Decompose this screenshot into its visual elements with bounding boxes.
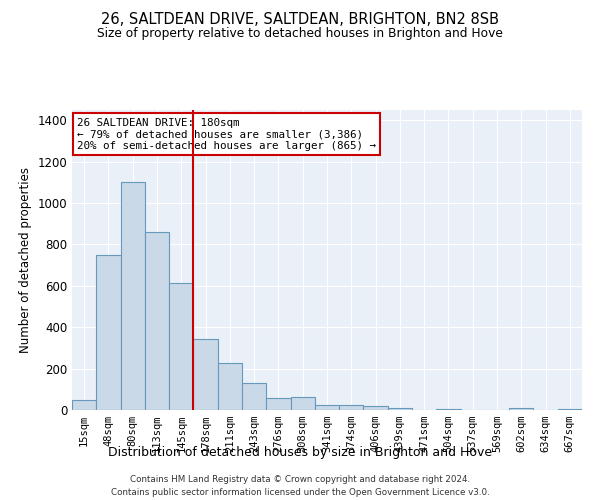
Bar bbox=[96, 255, 121, 410]
Bar bbox=[218, 364, 242, 410]
Text: Contains HM Land Registry data © Crown copyright and database right 2024.: Contains HM Land Registry data © Crown c… bbox=[130, 476, 470, 484]
Bar bbox=[290, 396, 315, 410]
Bar bbox=[266, 398, 290, 410]
Bar bbox=[364, 406, 388, 410]
Bar bbox=[339, 405, 364, 410]
Bar bbox=[242, 383, 266, 410]
Bar bbox=[558, 409, 582, 410]
Text: 26, SALTDEAN DRIVE, SALTDEAN, BRIGHTON, BN2 8SB: 26, SALTDEAN DRIVE, SALTDEAN, BRIGHTON, … bbox=[101, 12, 499, 28]
Bar bbox=[169, 283, 193, 410]
Bar bbox=[388, 408, 412, 410]
Text: Size of property relative to detached houses in Brighton and Hove: Size of property relative to detached ho… bbox=[97, 28, 503, 40]
Text: Contains public sector information licensed under the Open Government Licence v3: Contains public sector information licen… bbox=[110, 488, 490, 497]
Bar bbox=[436, 409, 461, 410]
Bar bbox=[315, 405, 339, 410]
Bar bbox=[145, 232, 169, 410]
Text: Distribution of detached houses by size in Brighton and Hove: Distribution of detached houses by size … bbox=[108, 446, 492, 459]
Bar bbox=[72, 400, 96, 410]
Text: 26 SALTDEAN DRIVE: 180sqm
← 79% of detached houses are smaller (3,386)
20% of se: 26 SALTDEAN DRIVE: 180sqm ← 79% of detac… bbox=[77, 118, 376, 150]
Y-axis label: Number of detached properties: Number of detached properties bbox=[19, 167, 32, 353]
Bar bbox=[121, 182, 145, 410]
Bar bbox=[193, 338, 218, 410]
Bar bbox=[509, 408, 533, 410]
